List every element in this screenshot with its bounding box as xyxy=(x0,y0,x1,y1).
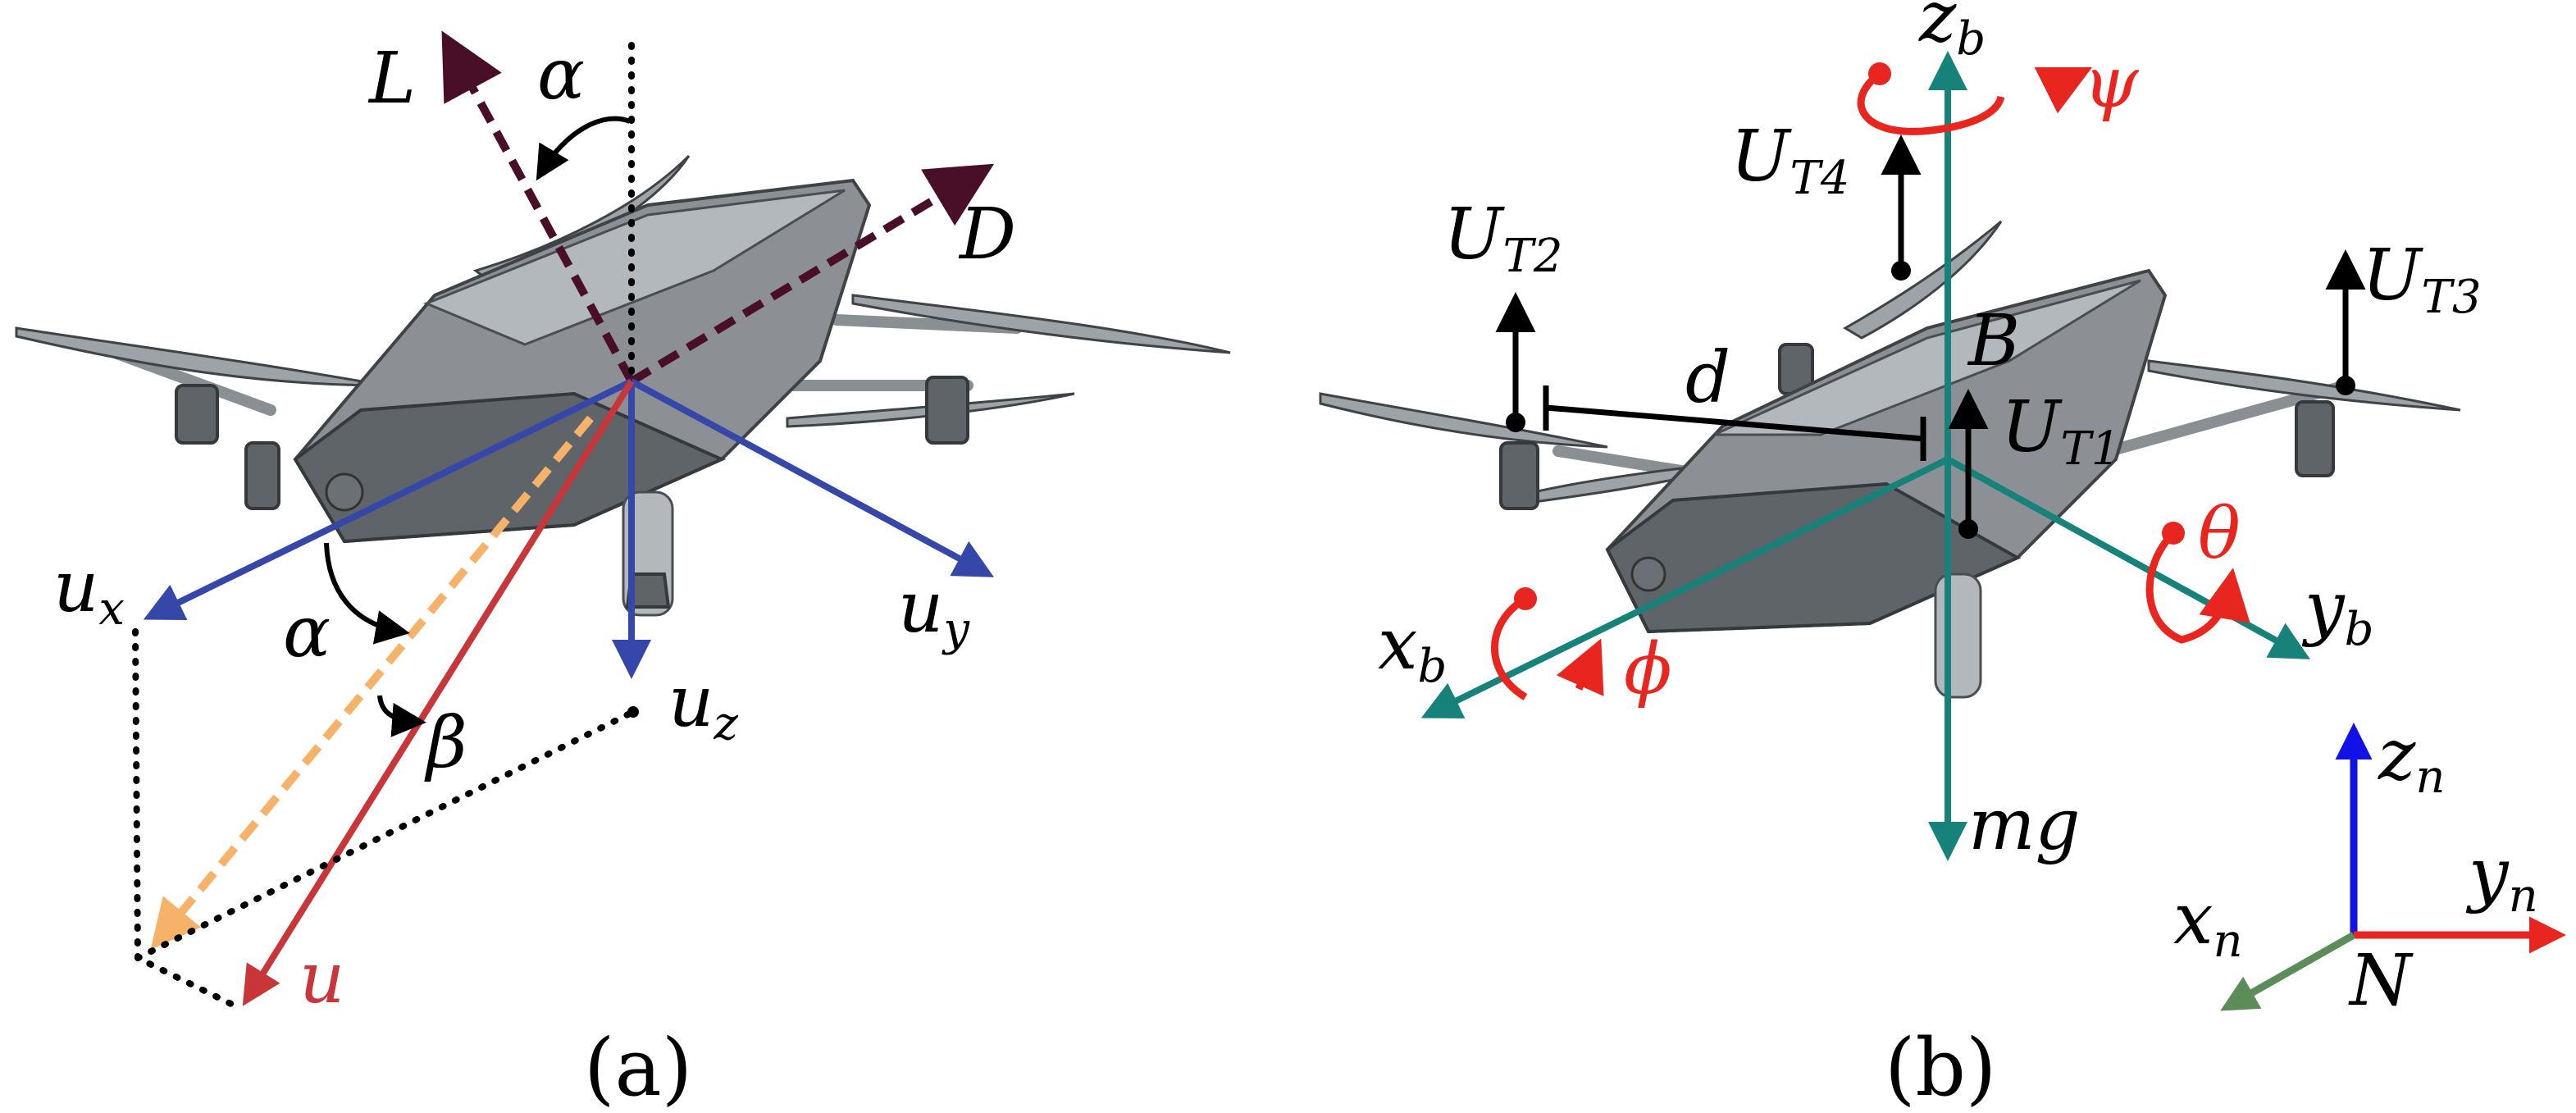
rotor-1-dot xyxy=(1958,519,1978,539)
ux-axis xyxy=(143,378,633,621)
xb-axis xyxy=(1420,456,1949,718)
rotor-3-dot xyxy=(2336,376,2355,395)
uz-tip-dot xyxy=(627,706,639,718)
label-L: L xyxy=(367,38,416,120)
label-uz: uz xyxy=(668,661,738,750)
label-zn: zn xyxy=(2378,714,2445,804)
beta-arc xyxy=(377,695,426,737)
label-ut4: UT4 xyxy=(1730,116,1849,205)
label-theta: θ xyxy=(2198,493,2241,575)
panel-b: zb ψ UT4 UT2 UT3 B d UT1 θ yb xb ϕ mg zn… xyxy=(1319,0,2566,1113)
drone-b-illustration xyxy=(1319,220,2461,699)
construction-parallelogram xyxy=(132,628,636,1010)
label-zb: zb xyxy=(1918,0,1986,66)
label-mg: mg xyxy=(1968,784,2081,866)
label-D: D xyxy=(958,194,1016,276)
arm-length-d-marker xyxy=(1543,385,1926,461)
label-ut1: UT1 xyxy=(2001,386,2120,476)
label-beta: β xyxy=(424,702,467,784)
xn-axis xyxy=(2220,932,2356,1011)
label-psi: ψ xyxy=(2083,42,2140,124)
label-ux: ux xyxy=(53,546,125,636)
drag-axis-D xyxy=(629,163,995,385)
uy-axis xyxy=(630,378,995,577)
label-N: N xyxy=(2348,940,2414,1022)
label-yb: yb xyxy=(2301,567,2373,656)
drone-a-illustration xyxy=(15,154,1231,617)
u-projection xyxy=(150,415,594,950)
theta-rotation-arrow xyxy=(2145,522,2250,644)
alpha-arc-mid xyxy=(324,542,410,645)
psi-rotation-arrow xyxy=(1857,62,2093,135)
yb-axis xyxy=(1946,456,2311,659)
rotor-4-dot xyxy=(1891,261,1911,281)
panel-a: L D α α β ux uy uz u (a) xyxy=(15,30,1231,1113)
label-u: u xyxy=(299,937,344,1019)
rotor-2-dot xyxy=(1506,413,1525,432)
u-vector xyxy=(242,379,635,1006)
alpha-arc-top xyxy=(536,116,631,181)
caption-a: (a) xyxy=(584,1022,692,1113)
label-alpha-top: α xyxy=(537,34,585,116)
label-B: B xyxy=(1967,300,2020,382)
label-uy: uy xyxy=(898,567,970,656)
label-ut2: UT2 xyxy=(1443,194,1562,283)
label-ut3: UT3 xyxy=(2362,235,2481,324)
label-yn: yn xyxy=(2465,833,2538,923)
label-xn: xn xyxy=(2173,878,2243,968)
label-xb: xb xyxy=(1378,604,1447,693)
caption-b: (b) xyxy=(1885,1022,1996,1113)
label-d: d xyxy=(1685,337,1730,419)
label-alpha-mid: α xyxy=(283,591,331,673)
phi-rotation-arrow xyxy=(1491,587,1604,700)
label-phi: ϕ xyxy=(1624,628,1672,710)
